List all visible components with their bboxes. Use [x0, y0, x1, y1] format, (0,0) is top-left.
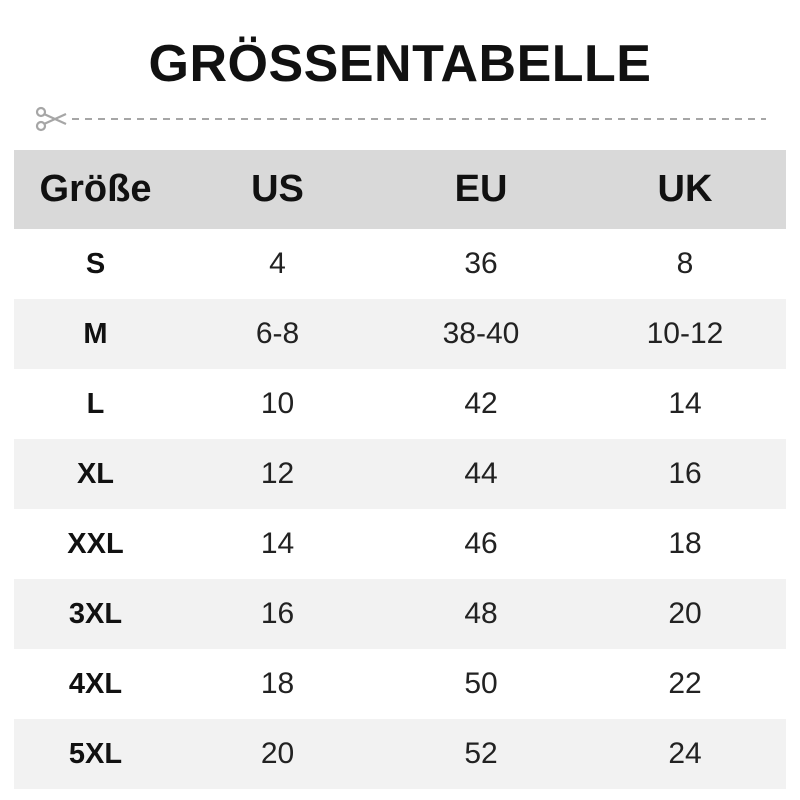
- cell-eu: 36: [464, 247, 498, 280]
- cell-size: 5XL: [68, 737, 123, 770]
- cell-size: 3XL: [68, 597, 123, 630]
- cell-us: 6-8: [255, 317, 300, 350]
- table-header: Größe US EU UK: [14, 150, 786, 229]
- cell-uk: 10-12: [646, 317, 724, 350]
- cell-us: 16: [260, 597, 295, 630]
- cell-uk: 16: [668, 457, 702, 490]
- header-uk: UK: [657, 168, 713, 210]
- table-row: 4XL 18 50 22: [14, 649, 786, 719]
- cell-us: 20: [260, 737, 295, 770]
- cell-eu: 52: [464, 737, 498, 770]
- table-row: L 10 42 14: [14, 369, 786, 439]
- cell-size: XXL: [67, 527, 124, 560]
- header-size: Größe: [39, 168, 152, 210]
- cell-us: 14: [260, 527, 295, 560]
- cell-eu: 42: [464, 387, 498, 420]
- cell-eu: 44: [464, 457, 498, 490]
- table-row: S 4 36 8: [14, 229, 786, 299]
- scissors-icon: [35, 106, 67, 132]
- cell-us: 18: [260, 667, 295, 700]
- cell-uk: 22: [668, 667, 702, 700]
- cell-uk: 18: [668, 527, 702, 560]
- size-table: Größe US EU UK S 4 36 8 M 6-8 38-40 10-12 L 10 42 1…: [14, 150, 786, 789]
- header-us: US: [251, 168, 304, 210]
- cell-eu: 50: [464, 667, 498, 700]
- cell-size: L: [86, 387, 105, 420]
- table-row: M 6-8 38-40 10-12: [14, 299, 786, 369]
- cell-uk: 24: [668, 737, 702, 770]
- cell-uk: 20: [668, 597, 702, 630]
- table-row: XXL 14 46 18: [14, 509, 786, 579]
- cell-us: 12: [260, 457, 295, 490]
- cell-us: 4: [269, 247, 286, 280]
- cell-us: 10: [260, 387, 295, 420]
- cell-size: M: [83, 317, 108, 350]
- page-title: GRÖSSENTABELLE: [148, 35, 652, 93]
- table-row: 3XL 16 48 20: [14, 579, 786, 649]
- cut-line: [34, 106, 774, 132]
- cell-size: 4XL: [68, 667, 123, 700]
- cell-eu: 38-40: [442, 317, 520, 350]
- cell-uk: 8: [676, 247, 694, 280]
- cell-eu: 48: [464, 597, 498, 630]
- cell-size: S: [85, 247, 106, 280]
- table-row: XL 12 44 16: [14, 439, 786, 509]
- header-eu: EU: [454, 168, 508, 210]
- cell-eu: 46: [464, 527, 498, 560]
- cell-size: XL: [76, 457, 115, 490]
- cell-uk: 14: [668, 387, 702, 420]
- table-row: 5XL 20 52 24: [14, 719, 786, 789]
